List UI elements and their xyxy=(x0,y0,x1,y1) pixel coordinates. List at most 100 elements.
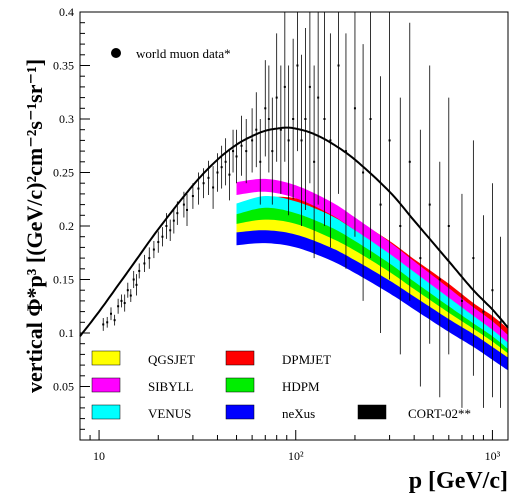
y-tick-label: 0.1 xyxy=(59,326,74,340)
x-tick-label: 10 xyxy=(93,449,105,463)
data-point xyxy=(259,160,262,163)
data-point xyxy=(438,278,441,281)
data-point xyxy=(212,186,215,189)
data-point xyxy=(308,85,311,88)
data-point xyxy=(228,173,231,176)
data-point xyxy=(447,225,450,227)
legend-label-venus: VENUS xyxy=(148,406,191,421)
data-point xyxy=(109,312,112,315)
data-point xyxy=(369,118,372,120)
data-point xyxy=(240,144,243,147)
data-point xyxy=(157,241,160,244)
data-point xyxy=(245,150,248,153)
data-point xyxy=(313,160,316,163)
legend-swatch-hdpm xyxy=(225,377,255,393)
data-point xyxy=(106,321,109,324)
data-point xyxy=(408,160,411,163)
data-point xyxy=(344,150,347,153)
data-point xyxy=(283,85,286,88)
data-point xyxy=(428,203,431,206)
legend-swatch-nexus xyxy=(225,404,255,420)
data-point xyxy=(207,176,210,179)
data-point xyxy=(235,155,238,158)
data-point xyxy=(317,96,320,99)
data-point xyxy=(138,269,141,272)
data-point xyxy=(287,139,290,142)
data-point xyxy=(148,257,151,260)
legend-swatch-sibyll xyxy=(91,377,121,393)
data-legend-marker xyxy=(111,48,121,58)
data-point xyxy=(202,182,205,185)
data-point xyxy=(329,139,332,142)
data-point xyxy=(132,278,135,281)
cort-curve-layer xyxy=(79,126,509,337)
data-point xyxy=(472,257,475,260)
model-bands xyxy=(236,178,508,371)
y-tick-label: 0.15 xyxy=(53,273,74,287)
data-point xyxy=(143,262,146,265)
data-point xyxy=(296,64,299,67)
data-point xyxy=(191,195,194,198)
y-tick-label: 0.3 xyxy=(59,112,74,126)
data-point xyxy=(117,305,120,308)
data-point xyxy=(267,118,270,120)
y-tick-label: 0.05 xyxy=(53,380,74,394)
data-point xyxy=(337,64,340,67)
data-point xyxy=(113,319,116,322)
x-tick-label: 10³ xyxy=(485,449,501,463)
legend-swatch-qgsjet xyxy=(91,350,121,366)
legend-swatch-dpmjet xyxy=(225,350,255,366)
data-point xyxy=(172,219,175,222)
y-axis-title: vertical Φ*p³ [(GeV/c)²cm⁻²s⁻¹sr⁻¹] xyxy=(22,59,47,393)
legend-label-qgsjet: QGSJET xyxy=(148,352,195,367)
data-point xyxy=(419,257,422,260)
cort-02-curve xyxy=(79,126,509,337)
data-point xyxy=(169,229,172,232)
data-point xyxy=(264,107,267,110)
data-point xyxy=(279,128,282,131)
data-point xyxy=(165,225,168,227)
data-point xyxy=(388,139,391,142)
y-tick-label: 0.35 xyxy=(53,59,74,73)
y-tick-label: 0.4 xyxy=(59,5,74,19)
data-point xyxy=(152,248,155,251)
legend-label-nexus: neXus xyxy=(282,406,315,421)
data-legend-label: world muon data* xyxy=(136,46,231,61)
data-point xyxy=(176,212,179,215)
data-point xyxy=(379,203,382,206)
y-tick-label: 0.2 xyxy=(59,219,74,233)
axis-ticks: 10 10² 10³ 0.05 0.1 0.15 0.2 0.25 0.3 0.35 0.4 xyxy=(53,5,501,463)
legend-label-dpmjet: DPMJET xyxy=(282,352,331,367)
data-point xyxy=(123,302,126,305)
x-axis-title: p [GeV/c] xyxy=(409,468,508,494)
data-point xyxy=(491,289,494,292)
muon-data-points xyxy=(102,12,502,408)
data-point xyxy=(186,208,189,211)
legend-label-sibyll: SIBYLL xyxy=(148,379,194,394)
data-point xyxy=(323,118,326,120)
legend-label-cort02: CORT-02** xyxy=(408,406,471,421)
data-point xyxy=(271,150,274,153)
data-point xyxy=(304,118,307,120)
data-point xyxy=(197,187,200,190)
data-point xyxy=(251,139,254,142)
data-point xyxy=(362,171,365,174)
data-point xyxy=(499,321,502,324)
data-point xyxy=(220,166,223,169)
data-point xyxy=(216,171,219,174)
data-point xyxy=(482,310,485,313)
data-point xyxy=(292,118,295,120)
legend: QGSJET DPMJET SIBYLL HDPM VENUS neXus CORT-02*… xyxy=(91,350,471,421)
legend-swatch-venus xyxy=(91,404,121,420)
data-point xyxy=(275,96,278,99)
data-point xyxy=(353,107,356,110)
legend-swatch-cort02 xyxy=(357,404,387,420)
data-point xyxy=(300,139,303,142)
data-point xyxy=(135,283,138,286)
data-point xyxy=(120,299,123,302)
legend-label-hdpm: HDPM xyxy=(282,379,320,394)
data-point xyxy=(399,225,402,227)
data-point xyxy=(255,128,258,131)
data-point xyxy=(102,323,105,326)
